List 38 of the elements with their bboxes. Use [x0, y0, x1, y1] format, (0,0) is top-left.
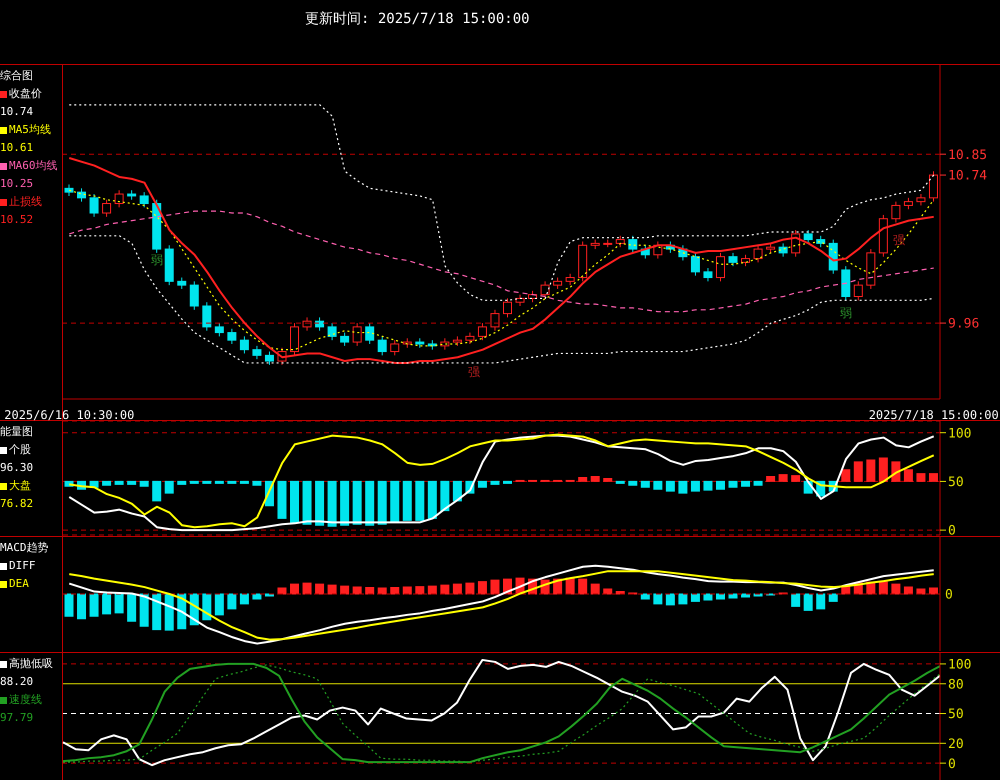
- y-tick-label: 50: [948, 707, 964, 722]
- y-tick-label: 10.74: [948, 168, 988, 184]
- legend-label: MA60均线: [9, 158, 58, 174]
- text: 97.79: [0, 710, 34, 726]
- chart-title: 综合图: [0, 68, 34, 84]
- legend-label: 止损线: [9, 194, 42, 210]
- annotation: 弱: [151, 253, 163, 267]
- y-tick-label: 0: [948, 524, 956, 539]
- x-tick-label: 2025/7/18 15:00:00: [868, 408, 999, 422]
- text: 10.61: [0, 140, 34, 156]
- text: 10.74: [0, 104, 34, 120]
- y-tick-label: 10.85: [948, 148, 988, 163]
- legend-label: 高抛低吸: [9, 656, 53, 672]
- y-tick-label: 50: [948, 475, 964, 490]
- text: 76.82: [0, 496, 34, 512]
- legend-label: 个股: [9, 442, 31, 458]
- chart-subtitle: 更新时间: 2025/7/18 15:00:00: [305, 10, 530, 28]
- annotation: 强: [893, 233, 905, 247]
- y-tick-label: 0: [948, 756, 956, 772]
- y-tick-label: 80: [948, 677, 964, 692]
- legend-label: DIFF: [9, 558, 36, 574]
- annotation: 强: [468, 365, 480, 379]
- y-tick-label: 100: [948, 658, 972, 673]
- text: 10.52: [0, 212, 34, 228]
- legend-label: DEA: [9, 576, 29, 592]
- chart-title: 能量图: [0, 424, 34, 440]
- y-tick-label: 20: [948, 736, 964, 752]
- annotation: 弱: [840, 306, 852, 320]
- legend-label: MA5均线: [9, 122, 51, 138]
- legend-label: 速度线: [9, 692, 42, 708]
- text: 10.25: [0, 176, 34, 192]
- legend-label: 收盘价: [9, 86, 42, 102]
- text: 88.20: [0, 674, 34, 690]
- legend-label: 大盘: [9, 478, 31, 494]
- chart-title: MACD趋势: [0, 540, 50, 556]
- y-tick-label: 9.96: [948, 316, 980, 332]
- y-tick-label: 100: [948, 426, 972, 442]
- text: 96.30: [0, 460, 34, 476]
